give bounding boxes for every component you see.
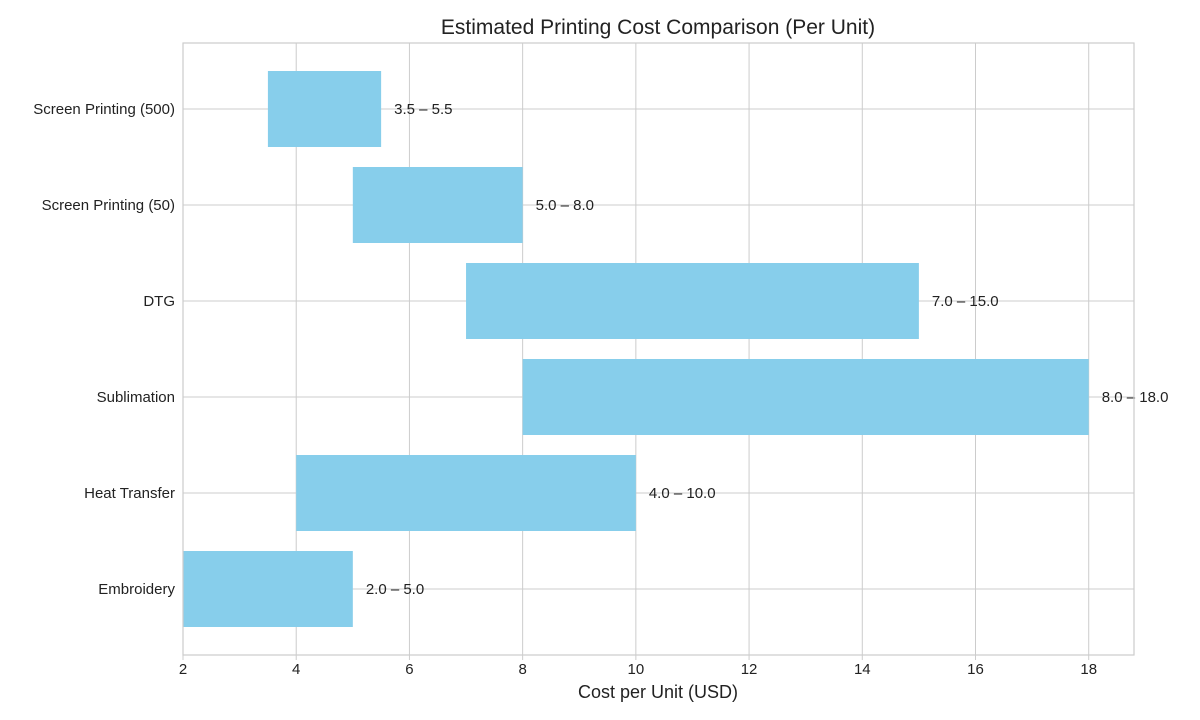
x-tick-label: 8 [518,661,526,678]
y-tick-label: DTG [143,293,175,310]
x-axis-ticks: 2 4 6 8 10 12 14 16 18 [179,655,1097,678]
x-tick-label: 14 [854,661,871,678]
range-bar [183,551,353,627]
x-tick-label: 6 [405,661,413,678]
range-bar [466,263,919,339]
y-axis-ticks: Screen Printing (500) Screen Printing (50… [33,101,175,598]
range-label: 3.5 – 5.5 [394,101,452,118]
range-label: 8.0 – 18.0 [1102,389,1169,406]
y-tick-label: Screen Printing (50) [42,197,175,214]
y-tick-label: Heat Transfer [84,485,175,502]
range-bar [352,167,523,243]
range-bar [296,455,636,531]
x-axis-label: Cost per Unit (USD) [578,682,738,702]
data-labels: 3.5 – 5.5 5.0 – 8.0 7.0 – 15.0 8.0 – 18.0 4.… [366,101,1169,598]
range-label: 7.0 – 15.0 [932,293,999,310]
plot-area [182,42,1135,656]
y-tick-label: Sublimation [97,389,175,406]
range-label: 5.0 – 8.0 [536,197,594,214]
range-bar [267,71,382,147]
x-tick-label: 16 [967,661,984,678]
chart-title: Estimated Printing Cost Comparison (Per … [441,16,875,39]
x-tick-label: 4 [292,661,300,678]
y-tick-label: Screen Printing (500) [33,101,175,118]
bars [183,71,1089,627]
range-bar [522,359,1089,435]
x-tick-label: 2 [179,661,187,678]
x-tick-label: 18 [1080,661,1097,678]
y-tick-label: Embroidery [98,581,175,598]
x-tick-label: 10 [628,661,645,678]
x-tick-label: 12 [741,661,758,678]
range-label: 4.0 – 10.0 [649,485,716,502]
range-label: 2.0 – 5.0 [366,581,424,598]
